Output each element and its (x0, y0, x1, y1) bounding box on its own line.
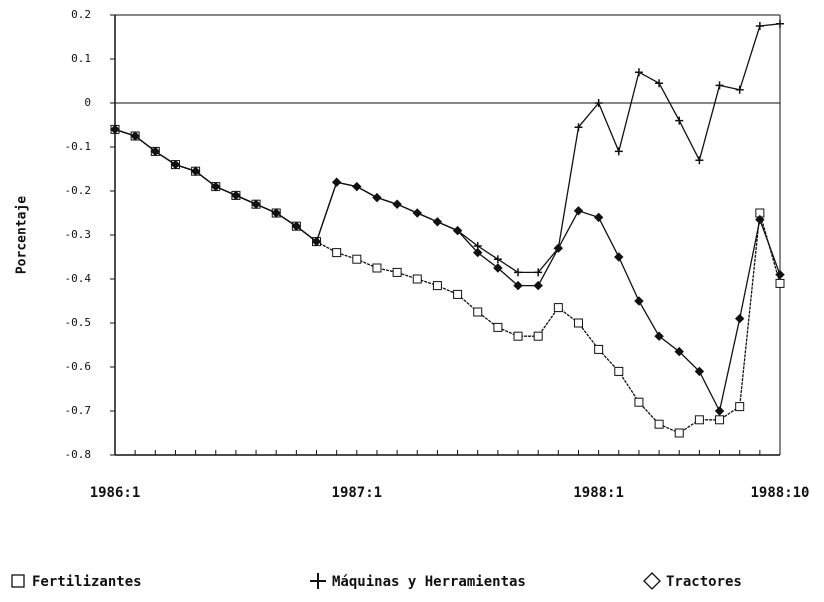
data-point (412, 208, 422, 218)
data-point (574, 123, 583, 132)
data-point (432, 217, 443, 227)
y-tick-label: -0.2 (65, 184, 92, 197)
data-point (755, 22, 764, 30)
data-point (553, 243, 564, 253)
legend-marker (11, 574, 25, 588)
y-tick-label: -0.3 (65, 228, 92, 241)
data-point (755, 214, 765, 225)
legend-label: Tractores (666, 574, 742, 590)
data-point (775, 269, 785, 280)
data-point (392, 267, 402, 277)
legend-label: Fertilizantes (32, 574, 142, 590)
data-point (594, 344, 604, 354)
data-point (150, 146, 161, 157)
data-point (655, 79, 664, 88)
y-axis-label: Porcentaje (15, 196, 30, 274)
data-point (534, 268, 543, 277)
data-point (735, 85, 744, 94)
data-point (593, 212, 604, 223)
data-point (170, 159, 181, 170)
data-point (311, 236, 322, 247)
data-point (473, 307, 483, 317)
y-tick-label: 0.2 (71, 8, 91, 21)
data-point (231, 190, 241, 201)
data-point (654, 419, 664, 429)
x-tick-label: 1987:1 (332, 485, 383, 501)
y-tick-label: 0 (84, 96, 91, 109)
data-point (473, 247, 483, 258)
data-point (776, 19, 784, 28)
data-point (533, 331, 543, 341)
data-point (634, 68, 643, 77)
data-point (594, 99, 603, 107)
data-point (675, 116, 684, 125)
data-point (291, 221, 302, 231)
series-line (114, 128, 781, 413)
data-point (372, 192, 382, 203)
data-point (513, 331, 523, 341)
data-point (775, 278, 785, 288)
data-point (674, 428, 684, 438)
data-point (634, 296, 644, 306)
y-tick-label: -0.8 (65, 448, 92, 461)
data-point (452, 225, 463, 236)
data-point (694, 366, 705, 377)
data-point (412, 274, 422, 284)
x-tick-label: 1988:1 (573, 485, 624, 501)
data-point (714, 406, 725, 416)
y-tick-label: 0.1 (71, 52, 91, 65)
data-point (694, 415, 704, 425)
y-tick-label: -0.7 (65, 404, 92, 417)
legend-marker (643, 572, 661, 590)
y-tick-label: -0.4 (65, 272, 92, 285)
data-point (695, 156, 704, 165)
data-point (493, 322, 503, 332)
data-point (453, 289, 463, 299)
data-point (573, 206, 584, 216)
data-point (130, 131, 140, 141)
data-point (514, 268, 523, 277)
data-point (352, 254, 362, 264)
data-point (614, 366, 624, 376)
data-point (634, 397, 644, 407)
data-point (331, 177, 342, 187)
data-point (735, 402, 745, 412)
data-point (674, 346, 684, 357)
series-line (114, 23, 781, 274)
legend-marker (310, 573, 326, 589)
data-point (251, 199, 261, 209)
data-point (332, 248, 342, 258)
data-point (493, 255, 502, 264)
data-point (372, 263, 382, 273)
data-point (734, 313, 745, 324)
data-point (271, 208, 281, 218)
data-point (654, 331, 664, 341)
data-point (614, 252, 624, 262)
data-point (513, 280, 523, 291)
data-point (715, 81, 724, 90)
series-line (114, 128, 781, 434)
data-point (553, 303, 563, 313)
data-point (392, 199, 402, 209)
data-point (211, 181, 221, 192)
data-point (715, 415, 725, 425)
data-point (352, 181, 362, 192)
y-tick-label: -0.1 (65, 140, 92, 153)
y-tick-label: -0.6 (65, 360, 92, 373)
data-point (432, 281, 442, 291)
legend-label: Máquinas y Herramientas (332, 574, 526, 590)
data-point (573, 318, 583, 328)
data-point (493, 263, 503, 273)
x-tick-label: 1986:1 (90, 485, 141, 501)
data-point (190, 166, 201, 176)
data-point (533, 280, 543, 291)
y-tick-label: -0.5 (65, 316, 92, 329)
data-point (614, 147, 623, 156)
x-tick-label: 1988:10 (750, 485, 809, 501)
data-point (110, 124, 120, 135)
